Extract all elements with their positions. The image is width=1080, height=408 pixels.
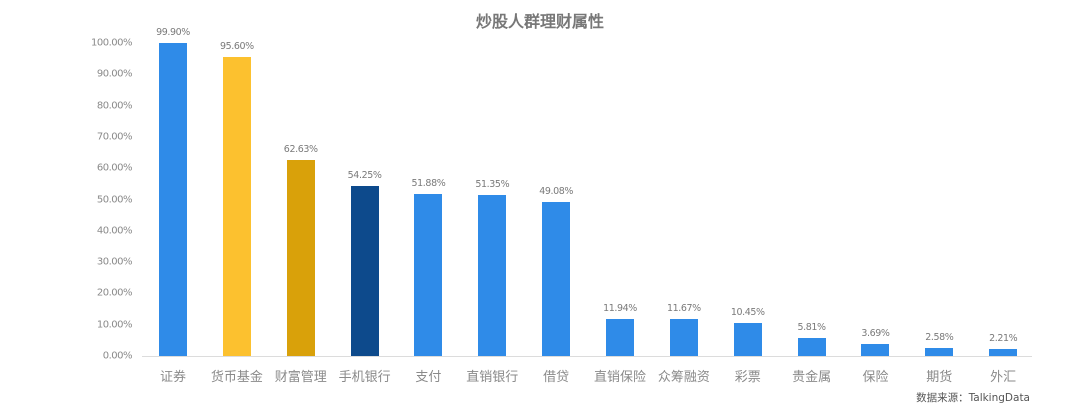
- bar: [350, 186, 379, 356]
- x-category-label: 直销保险: [594, 370, 647, 385]
- bar: [669, 319, 698, 356]
- x-category-label: 彩票: [734, 370, 761, 385]
- y-tick-label: 10.00%: [96, 319, 133, 331]
- bar-value-label: 49.08%: [539, 186, 574, 198]
- x-category-label: 借贷: [543, 370, 570, 385]
- bar: [159, 43, 187, 356]
- bar-value-label: 54.25%: [347, 170, 382, 182]
- y-tick-label: 70.00%: [96, 131, 133, 143]
- bar-value-label: 3.69%: [861, 328, 890, 340]
- bar: [861, 344, 890, 356]
- bar: [542, 202, 571, 356]
- y-tick-label: 0.00%: [102, 350, 133, 362]
- x-category-label: 手机银行: [338, 370, 391, 385]
- bar-value-label: 51.35%: [475, 179, 510, 191]
- bar: [478, 195, 507, 356]
- bar-value-label: 5.81%: [797, 321, 827, 333]
- x-category-label: 众筹融资: [657, 370, 710, 385]
- chart-title: 炒股人群理财属性: [475, 12, 604, 31]
- bar-value-label: 62.63%: [283, 143, 318, 155]
- y-tick-label: 80.00%: [96, 100, 133, 112]
- bar-value-label: 51.88%: [411, 177, 446, 189]
- bar-value-label: 11.67%: [666, 303, 701, 315]
- bar-value-label: 11.94%: [603, 302, 637, 314]
- bar: [414, 193, 443, 356]
- data-source-note: 数据来源：TalkingData: [916, 392, 1030, 404]
- y-tick-label: 30.00%: [96, 256, 133, 268]
- bar-value-label: 95.60%: [219, 40, 254, 52]
- x-category-label: 财富管理: [274, 370, 327, 385]
- x-category-label: 保险: [862, 370, 889, 385]
- bar-value-label: 2.58%: [925, 331, 954, 343]
- y-tick-label: 60.00%: [96, 162, 133, 174]
- x-axis-line: [142, 356, 1032, 357]
- y-tick-label: 20.00%: [96, 287, 133, 299]
- bar: [989, 349, 1018, 356]
- bar-value-label: 99.90%: [156, 27, 190, 39]
- y-tick-label: 90.00%: [96, 68, 133, 80]
- x-category-label: 货币基金: [210, 370, 263, 385]
- x-category-label: 证券: [159, 370, 186, 385]
- bar: [286, 159, 315, 356]
- bar: [222, 56, 251, 356]
- y-tick-label: 50.00%: [96, 194, 133, 205]
- x-category-label: 直销银行: [466, 370, 519, 385]
- x-category-label: 期货: [926, 370, 953, 385]
- bar-value-label: 10.45%: [730, 307, 765, 319]
- x-category-label: 支付: [415, 370, 442, 385]
- bar-value-label: 2.21%: [989, 333, 1018, 345]
- bar: [733, 323, 762, 356]
- y-tick-label: 40.00%: [96, 225, 133, 237]
- x-category-label: 贵金属: [792, 370, 832, 385]
- x-category-label: 外汇: [990, 370, 1017, 385]
- bar: [925, 347, 954, 356]
- y-tick-label: 100.00%: [91, 37, 133, 49]
- bar: [797, 337, 826, 356]
- bar: [606, 318, 635, 356]
